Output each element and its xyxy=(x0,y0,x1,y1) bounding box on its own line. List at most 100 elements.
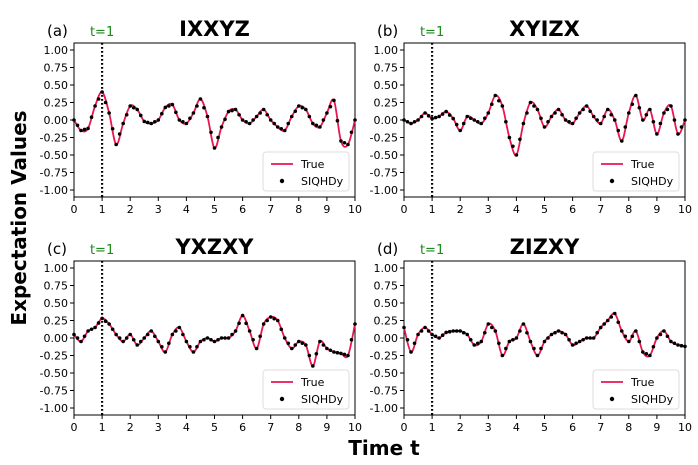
siqhdy-point xyxy=(265,112,269,117)
siqhdy-point xyxy=(100,316,104,321)
siqhdy-point xyxy=(482,116,487,121)
y-tick-label: -1.00 xyxy=(370,184,398,197)
siqhdy-point xyxy=(311,364,315,368)
siqhdy-point xyxy=(82,127,87,132)
siqhdy-point xyxy=(152,334,157,339)
siqhdy-point xyxy=(419,114,424,119)
siqhdy-point xyxy=(142,336,147,340)
siqhdy-point xyxy=(321,343,326,347)
panel-2: 0 1 2 3 4 5 6 7 8 9 10 1.00 0.75 0.50 0.25 0.00 -0.25 -0.… xyxy=(40,235,362,434)
siqhdy-point xyxy=(346,353,350,358)
siqhdy-point xyxy=(584,336,589,340)
x-tick-label: 10 xyxy=(678,203,692,216)
siqhdy-point xyxy=(504,119,508,124)
siqhdy-point xyxy=(223,117,227,122)
legend-box xyxy=(262,151,350,192)
siqhdy-point xyxy=(230,108,234,113)
siqhdy-point xyxy=(86,329,90,333)
siqhdy-point xyxy=(191,111,196,115)
x-tick-label: 10 xyxy=(678,421,692,434)
siqhdy-point xyxy=(279,327,284,332)
siqhdy-point xyxy=(444,330,448,335)
x-tick-label: 4 xyxy=(183,421,190,434)
panel-title: XYIZX xyxy=(509,17,580,41)
siqhdy-point xyxy=(75,336,80,340)
siqhdy-point xyxy=(205,114,210,119)
siqhdy-point xyxy=(490,102,494,107)
siqhdy-point xyxy=(468,116,473,121)
siqhdy-point xyxy=(627,111,631,115)
siqhdy-point xyxy=(226,336,231,340)
x-tick-label: 4 xyxy=(513,203,520,216)
siqhdy-point xyxy=(525,330,529,335)
siqhdy-point xyxy=(637,105,642,110)
siqhdy-point xyxy=(440,333,445,338)
siqhdy-point xyxy=(318,339,322,344)
siqhdy-point xyxy=(563,118,568,122)
siqhdy-point xyxy=(514,336,519,340)
siqhdy-point xyxy=(145,120,150,125)
siqhdy-point xyxy=(535,353,540,358)
siqhdy-point xyxy=(458,329,463,333)
siqhdy-point xyxy=(542,125,547,129)
siqhdy-point xyxy=(328,104,333,109)
x-tick-label: 3 xyxy=(155,203,162,216)
x-tick-label: 3 xyxy=(155,421,162,434)
siqhdy-point xyxy=(342,140,347,145)
legend-true-label: True xyxy=(300,158,325,171)
siqhdy-point xyxy=(191,350,196,354)
siqhdy-point xyxy=(135,343,140,347)
x-tick-label: 0 xyxy=(401,203,408,216)
siqhdy-point xyxy=(163,105,168,110)
x-tick-label: 8 xyxy=(295,203,302,216)
legend-siqhdy-label: SIQHDy xyxy=(631,175,674,188)
true-series-line xyxy=(403,312,686,358)
panel-label: (d) xyxy=(377,240,398,258)
siqhdy-point xyxy=(297,339,301,344)
siqhdy-point xyxy=(482,330,487,335)
siqhdy-point xyxy=(605,107,610,112)
siqhdy-point xyxy=(440,112,445,116)
siqhdy-point xyxy=(275,318,280,323)
siqhdy-point xyxy=(486,111,491,115)
siqhdy-point xyxy=(177,325,182,330)
y-tick-label: -1.00 xyxy=(40,402,68,415)
siqhdy-point xyxy=(223,336,227,340)
siqhdy-point xyxy=(96,321,101,325)
siqhdy-point xyxy=(219,125,224,129)
siqhdy-point xyxy=(184,121,189,126)
siqhdy-point xyxy=(504,346,508,351)
siqhdy-point xyxy=(655,336,659,340)
y-tick-label: 0.25 xyxy=(374,97,399,110)
siqhdy-point xyxy=(567,119,571,124)
siqhdy-point xyxy=(121,121,125,126)
legend-box xyxy=(262,369,350,410)
siqhdy-point xyxy=(128,332,132,337)
legend-true-label: True xyxy=(630,158,655,171)
siqhdy-point xyxy=(114,142,118,147)
siqhdy-point xyxy=(244,321,248,326)
x-tick-label: 6 xyxy=(569,421,576,434)
siqhdy-point xyxy=(662,111,666,115)
siqhdy-point xyxy=(328,348,333,353)
y-tick-label: 1.00 xyxy=(374,44,399,57)
siqhdy-point xyxy=(307,114,312,119)
siqhdy-point xyxy=(423,325,427,330)
siqhdy-point xyxy=(458,128,463,133)
y-tick-label: 0.50 xyxy=(44,297,69,310)
siqhdy-point xyxy=(553,330,557,335)
siqhdy-point xyxy=(490,325,494,330)
siqhdy-point xyxy=(532,104,536,108)
siqhdy-point xyxy=(156,339,161,344)
y-tick-label: 0.25 xyxy=(374,315,399,328)
marker-label: t=1 xyxy=(420,25,444,40)
siqhdy-point xyxy=(174,329,178,333)
siqhdy-point xyxy=(479,121,484,126)
siqhdy-point xyxy=(103,319,108,324)
siqhdy-point xyxy=(570,121,575,126)
siqhdy-point xyxy=(465,114,470,119)
siqhdy-point xyxy=(679,343,684,348)
siqhdy-point xyxy=(181,332,185,337)
siqhdy-point xyxy=(205,336,210,340)
siqhdy-point xyxy=(244,119,248,124)
